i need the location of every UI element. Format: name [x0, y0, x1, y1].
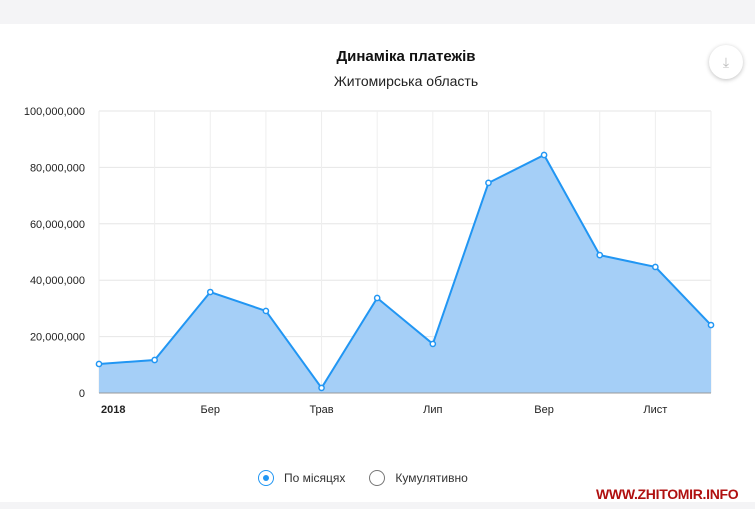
- data-point: [95, 360, 103, 368]
- data-point: [318, 384, 325, 392]
- y-tick-label: 20,000,000: [30, 332, 85, 344]
- x-tick-label: 2018: [101, 404, 125, 416]
- data-point: [652, 263, 659, 271]
- data-point: [707, 321, 715, 329]
- radio-label: По місяцях: [284, 471, 346, 485]
- y-tick-label: 40,000,000: [30, 275, 85, 287]
- data-point: [373, 294, 381, 302]
- data-point: [429, 340, 437, 348]
- chart-title: Динаміка платежів: [336, 48, 476, 65]
- data-point: [262, 307, 270, 315]
- chart-subtitle: Житомирська область: [333, 73, 479, 89]
- download-button[interactable]: ⤓: [709, 45, 743, 79]
- y-tick-label: 60,000,000: [30, 219, 85, 231]
- x-tick-label: Трав: [309, 404, 333, 416]
- area-fill: [99, 154, 711, 393]
- y-tick-label: 0: [79, 388, 85, 400]
- y-tick-label: 80,000,000: [30, 162, 85, 174]
- x-tick-label: Лип: [423, 404, 442, 416]
- data-point: [151, 356, 158, 364]
- series-line: [98, 153, 712, 390]
- x-tick-label: Вер: [534, 404, 554, 416]
- radio-icon-unchecked: [369, 470, 386, 486]
- radio-icon-checked: [258, 470, 274, 486]
- radio-cumulative[interactable]: Кумулятивно: [369, 470, 468, 486]
- x-tick-label: Бер: [201, 404, 220, 416]
- download-icon: ⤓: [722, 53, 730, 70]
- data-point: [540, 151, 548, 159]
- x-tick-label: Лист: [643, 404, 667, 416]
- data-point: [206, 288, 214, 296]
- radio-label: Кумулятивно: [395, 471, 468, 485]
- data-point: [596, 251, 604, 259]
- legend: По місяцях Кумулятивно: [258, 470, 468, 486]
- data-point: [485, 179, 492, 187]
- radio-monthly[interactable]: По місяцях: [258, 470, 345, 486]
- y-tick-label: 100,000,000: [24, 106, 85, 118]
- watermark: WWW.ZHITOMIR.INFO: [596, 486, 739, 502]
